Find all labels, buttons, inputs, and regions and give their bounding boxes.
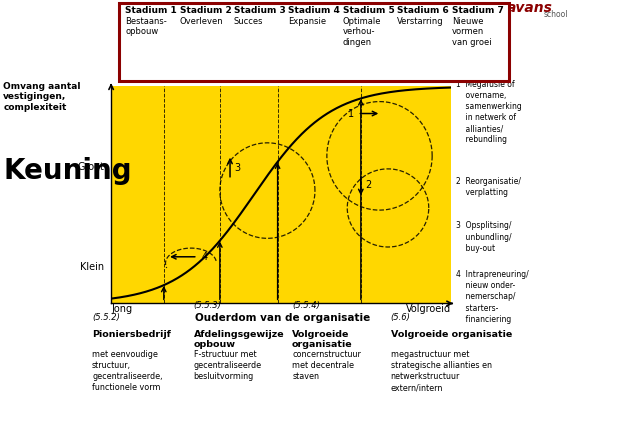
Text: 4  Intrapreneuring/
    nieuw onder-
    nemerschap/
    starters-
    financier: 4 Intrapreneuring/ nieuw onder- nemersch… bbox=[456, 270, 529, 324]
Text: Stadium 5: Stadium 5 bbox=[343, 6, 394, 15]
Text: Bestaans-
opbouw: Bestaans- opbouw bbox=[125, 17, 167, 36]
Text: Stadium 1: Stadium 1 bbox=[125, 6, 177, 15]
Text: avans: avans bbox=[507, 1, 552, 15]
Text: concernstructuur
met decentrale
staven: concernstructuur met decentrale staven bbox=[292, 350, 361, 381]
Text: (5.5.2): (5.5.2) bbox=[92, 313, 120, 322]
Text: Stadium 4: Stadium 4 bbox=[288, 6, 340, 15]
Text: Optimale
verhou-
dingen: Optimale verhou- dingen bbox=[343, 17, 381, 47]
Text: 1: 1 bbox=[348, 109, 354, 119]
Text: Stadium 6: Stadium 6 bbox=[398, 6, 449, 15]
Text: met eenvoudige
structuur,
gecentraliseerde,
functionele vorm: met eenvoudige structuur, gecentraliseer… bbox=[92, 350, 163, 392]
Text: Nieuwe
vormen
van groei: Nieuwe vormen van groei bbox=[451, 17, 491, 47]
Text: (5.5.3): (5.5.3) bbox=[194, 301, 222, 310]
Text: Keuning: Keuning bbox=[3, 156, 132, 185]
Text: 4: 4 bbox=[201, 252, 207, 262]
Text: Volgroeide organisatie: Volgroeide organisatie bbox=[391, 330, 512, 339]
Text: Omvang aantal
vestigingen,
complexiteit: Omvang aantal vestigingen, complexiteit bbox=[3, 82, 81, 112]
Text: Overleven: Overleven bbox=[180, 17, 223, 26]
Text: Stadium 2: Stadium 2 bbox=[180, 6, 231, 15]
Text: F-structuur met
gecentraliseerde
besluitvorming: F-structuur met gecentraliseerde besluit… bbox=[194, 350, 262, 381]
Text: Stadium 3: Stadium 3 bbox=[234, 6, 286, 15]
Text: 2  Reorganisatie/
    verplatting: 2 Reorganisatie/ verplatting bbox=[456, 177, 521, 197]
Text: Succes: Succes bbox=[234, 17, 264, 26]
Text: (5.5.4): (5.5.4) bbox=[292, 301, 320, 310]
Text: 3: 3 bbox=[234, 163, 240, 173]
Text: megastructuur met
strategische allianties en
netwerkstructuur
extern/intern: megastructuur met strategische alliantie… bbox=[391, 350, 491, 392]
Text: Vernieuwing/
revitalisering
door:-: Vernieuwing/ revitalisering door:- bbox=[456, 13, 507, 44]
Text: Klein: Klein bbox=[80, 261, 104, 272]
Text: 3  Opsplitsing/
    unbundling/
    buy-out: 3 Opsplitsing/ unbundling/ buy-out bbox=[456, 222, 512, 253]
Text: school: school bbox=[544, 10, 568, 19]
Text: Afdelingsgewijze
opbouw: Afdelingsgewijze opbouw bbox=[194, 330, 284, 350]
Text: Ouderdom van de organisatie: Ouderdom van de organisatie bbox=[195, 313, 370, 323]
Text: Groot: Groot bbox=[77, 162, 104, 172]
Text: Jong: Jong bbox=[111, 304, 132, 315]
Text: Volgroeid: Volgroeid bbox=[406, 304, 451, 315]
Text: 1  Megafusie of
    overname,
    samenwerking
    in netwerk of
    allianties/: 1 Megafusie of overname, samenwerking in… bbox=[456, 80, 522, 144]
Text: Pioniersbedrijf: Pioniersbedrijf bbox=[92, 330, 171, 339]
Text: Volgroeide
organisatie: Volgroeide organisatie bbox=[292, 330, 352, 350]
Text: (5.6): (5.6) bbox=[391, 313, 410, 322]
Text: Stadium 7: Stadium 7 bbox=[451, 6, 504, 15]
Text: Verstarring: Verstarring bbox=[398, 17, 444, 26]
Text: Expansie: Expansie bbox=[288, 17, 326, 26]
Text: 2: 2 bbox=[365, 180, 371, 190]
